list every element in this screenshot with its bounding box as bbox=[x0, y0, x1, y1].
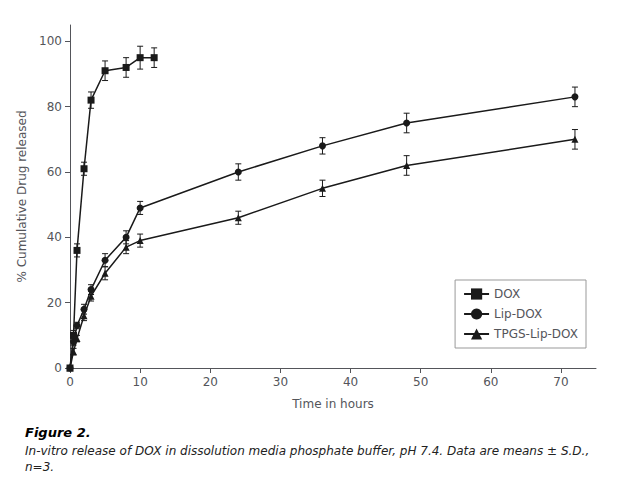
svg-text:0: 0 bbox=[54, 361, 62, 375]
svg-text:50: 50 bbox=[413, 375, 428, 389]
svg-text:100: 100 bbox=[39, 34, 62, 48]
svg-text:80: 80 bbox=[47, 100, 62, 114]
svg-text:60: 60 bbox=[483, 375, 498, 389]
svg-text:DOX: DOX bbox=[494, 287, 520, 301]
svg-text:n=3.: n=3. bbox=[25, 460, 54, 474]
svg-text:% Cumulative Drug released: % Cumulative Drug released bbox=[15, 110, 29, 282]
svg-text:Figure 2.: Figure 2. bbox=[25, 425, 91, 440]
svg-text:30: 30 bbox=[273, 375, 288, 389]
svg-text:Lip-DOX: Lip-DOX bbox=[494, 307, 542, 321]
svg-text:In-vitro release of DOX in dis: In-vitro release of DOX in dissolution m… bbox=[25, 444, 593, 458]
svg-text:70: 70 bbox=[553, 375, 568, 389]
svg-text:40: 40 bbox=[343, 375, 358, 389]
svg-text:40: 40 bbox=[47, 230, 62, 244]
svg-text:Time in hours: Time in hours bbox=[291, 397, 374, 411]
svg-text:TPGS-Lip-DOX: TPGS-Lip-DOX bbox=[493, 327, 578, 341]
svg-text:60: 60 bbox=[47, 165, 62, 179]
svg-text:20: 20 bbox=[47, 296, 62, 310]
svg-text:10: 10 bbox=[132, 375, 147, 389]
svg-text:0: 0 bbox=[66, 375, 74, 389]
svg-text:20: 20 bbox=[203, 375, 218, 389]
